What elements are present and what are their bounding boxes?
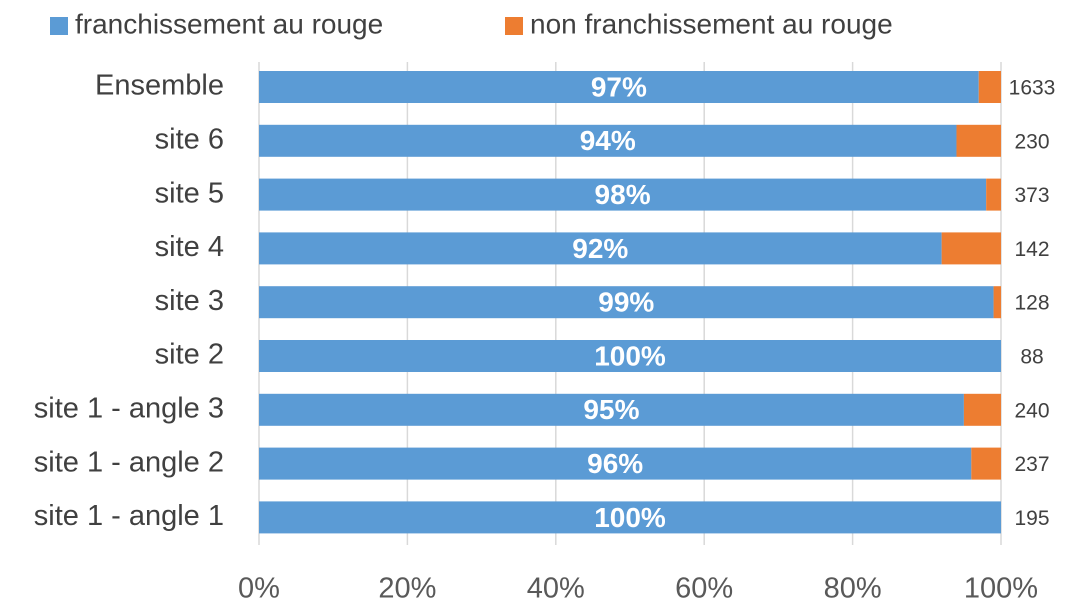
x-tick-label: 100% [964,573,1038,604]
bar-segment [259,286,994,319]
y-tick-label: site 1 - angle 3 [34,392,224,424]
y-tick-label: Ensemble [95,70,224,102]
legend-label: franchissement au rouge [75,8,383,39]
bar-segment [259,232,942,265]
y-tick-label: site 1 - angle 1 [34,500,224,532]
data-label: 94% [580,125,636,156]
legend-label: non franchissement au rouge [530,8,893,39]
total-label: 240 [1014,399,1049,422]
y-tick-label: site 6 [155,123,224,155]
data-label: 99% [598,287,654,318]
total-label: 195 [1014,507,1049,530]
legend-swatch [50,17,68,35]
bar-segment [259,178,987,211]
total-label: 237 [1014,453,1049,476]
data-label: 95% [583,394,639,425]
y-tick-label: site 5 [155,177,224,209]
bar-segment [993,286,1001,319]
bar-segment [956,124,1001,157]
y-tick-label: site 4 [155,231,224,263]
x-tick-label: 60% [675,573,733,604]
x-tick-label: 80% [824,573,882,604]
total-label: 128 [1014,292,1049,315]
y-tick-label: site 2 [155,339,224,371]
bar-segment [259,71,979,103]
total-label: 142 [1014,238,1049,261]
y-tick-label: site 1 - angle 2 [34,446,224,478]
x-tick-label: 20% [378,573,436,604]
bar-segment [971,447,1001,480]
x-tick-label: 40% [527,573,585,604]
bar-segment [259,340,1001,372]
total-label: 1633 [1009,77,1056,100]
legend-swatch [505,17,523,35]
data-label: 96% [587,448,643,479]
bar-segment [963,393,1001,426]
data-label: 98% [595,179,651,210]
total-label: 373 [1014,184,1049,207]
bar-segment [259,124,957,157]
bar-segment [978,71,1001,103]
data-label: 100% [594,502,666,533]
y-tick-label: site 3 [155,285,224,317]
bar-segment [259,501,1001,534]
data-label: 100% [594,340,666,371]
x-tick-label: 0% [238,573,280,604]
bar-segment [941,232,1001,265]
data-label: 97% [591,71,647,102]
bar-segment [259,447,972,480]
total-label: 88 [1020,346,1043,369]
data-label: 92% [572,233,628,264]
total-label: 230 [1014,130,1049,153]
bar-segment [986,178,1001,211]
bar-segment [259,393,964,426]
